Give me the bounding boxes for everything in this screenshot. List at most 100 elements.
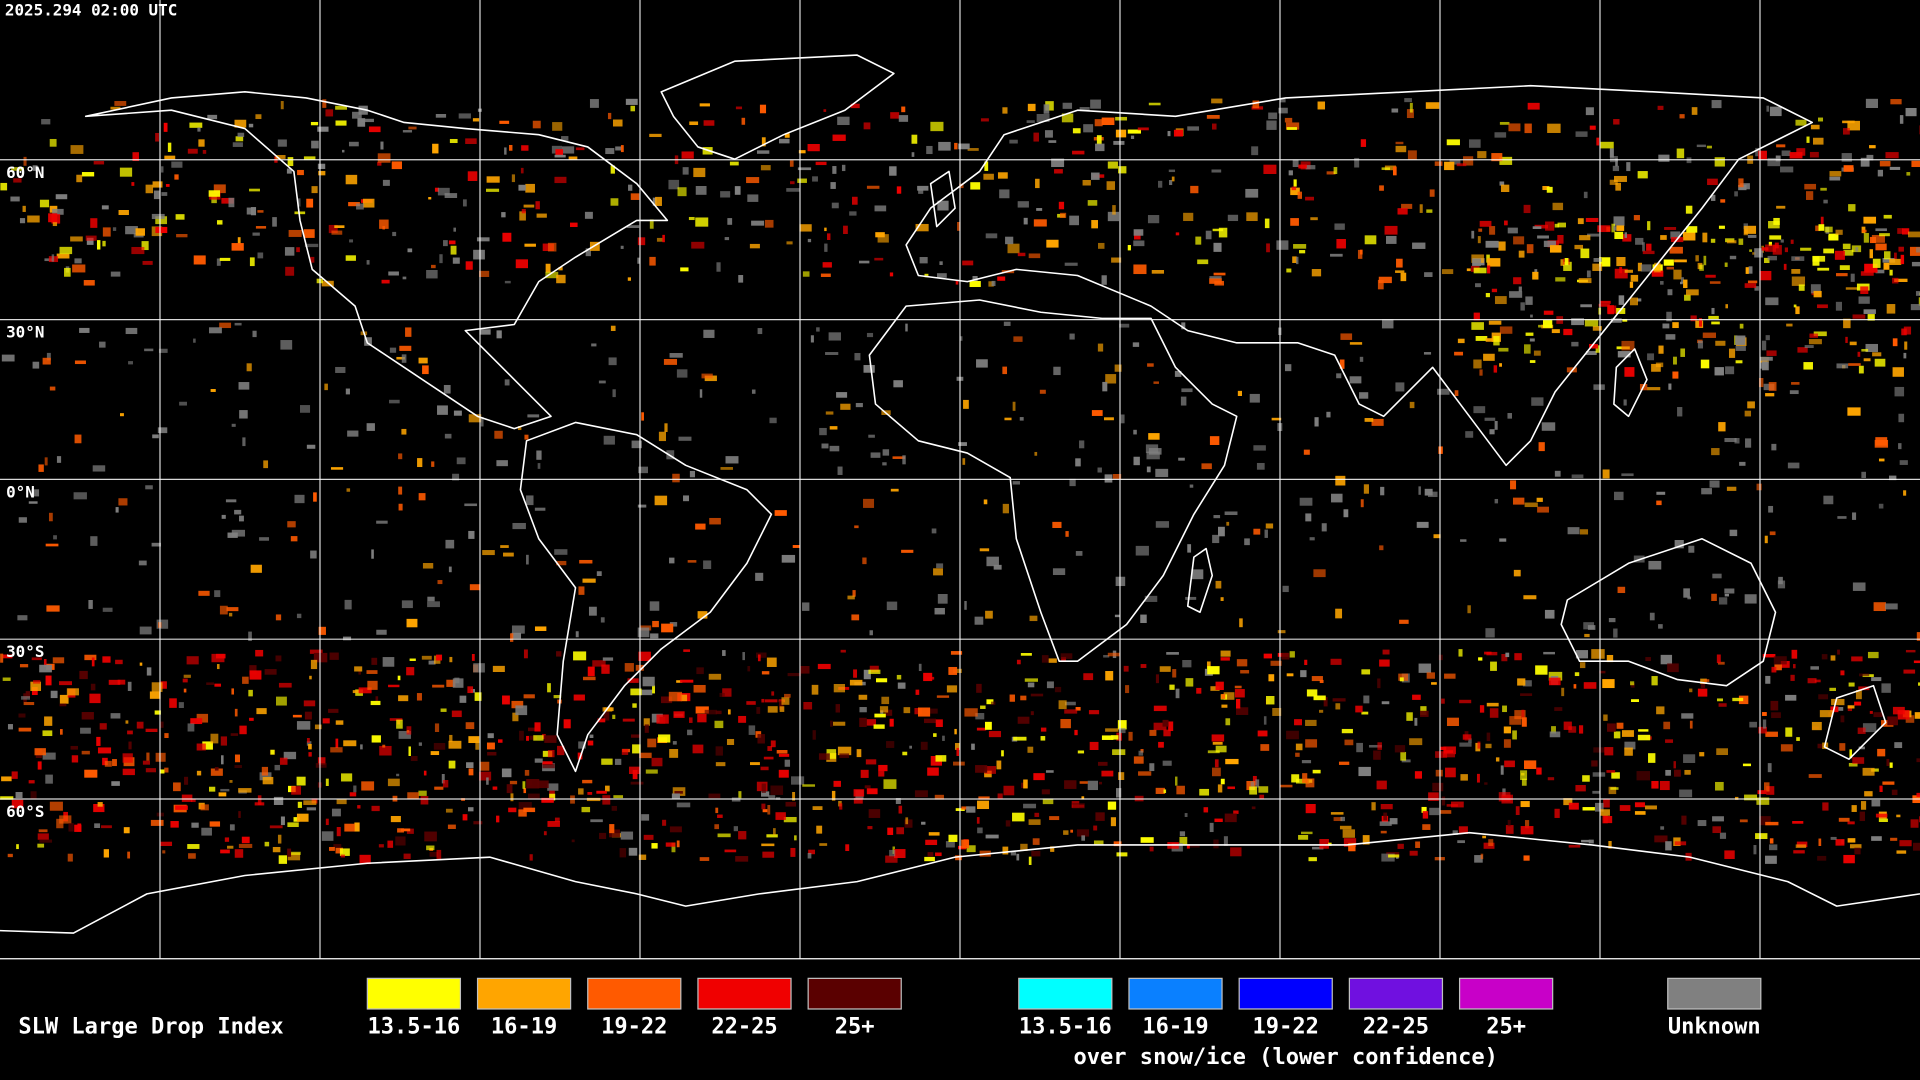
cloud-speckle (1381, 167, 1391, 170)
cloud-speckle (1820, 187, 1827, 191)
cloud-speckle (1780, 744, 1793, 752)
cloud-speckle (939, 261, 943, 265)
legend-swatch (697, 977, 792, 1010)
cloud-speckle (1197, 259, 1209, 265)
legend: 13.5-16 16-19 19-22 22-25 25+ 13.5-16 16-19 19-… (366, 977, 1762, 1070)
cloud-speckle (1155, 521, 1170, 528)
cloud-speckle (630, 781, 644, 785)
cloud-speckle (1881, 683, 1891, 693)
cloud-speckle (1507, 413, 1512, 419)
cloud-speckle (1377, 279, 1384, 290)
cloud-speckle (1796, 841, 1808, 848)
cloud-speckle (1277, 630, 1286, 634)
cloud-speckle (165, 184, 170, 187)
cloud-speckle (1425, 102, 1440, 109)
cloud-speckle (1541, 422, 1556, 431)
cloud-speckle (1146, 466, 1151, 473)
cloud-speckle (1710, 238, 1716, 243)
cloud-speckle (1137, 127, 1149, 131)
cloud-speckle (889, 166, 897, 176)
cloud-speckle (1683, 279, 1688, 288)
cloud-speckle (892, 456, 906, 459)
cloud-speckle (1683, 754, 1696, 763)
cloud-speckle (127, 681, 132, 691)
cloud-speckle (388, 271, 399, 276)
cloud-speckle (1423, 352, 1432, 355)
cloud-speckle (1872, 258, 1881, 268)
cloud-speckle (1147, 363, 1154, 367)
cloud-speckle (632, 744, 641, 754)
cloud-speckle (1591, 649, 1605, 659)
cloud-speckle (1613, 731, 1621, 739)
cloud-speckle (677, 187, 687, 197)
cloud-speckle (937, 594, 948, 604)
cloud-speckle (1660, 235, 1667, 240)
cloud-speckle (866, 185, 880, 189)
cloud-speckle (1089, 741, 1099, 750)
cloud-speckle (860, 769, 869, 778)
cloud-speckle (311, 186, 318, 194)
cloud-speckle (1742, 763, 1752, 767)
cloud-speckle (1523, 204, 1531, 214)
cloud-speckle (1543, 651, 1555, 655)
cloud-speckle (1889, 258, 1902, 265)
cloud-speckle (1027, 746, 1034, 753)
cloud-speckle (651, 757, 663, 767)
coastline (868, 299, 1238, 663)
cloud-speckle (1407, 150, 1417, 160)
cloud-speckle (1490, 661, 1497, 671)
cloud-speckle (1291, 186, 1297, 191)
cloud-speckle (1748, 266, 1753, 274)
cloud-speckle (387, 840, 394, 848)
cloud-speckle (434, 786, 444, 790)
cloud-speckle (1114, 614, 1120, 618)
cloud-speckle (927, 852, 934, 857)
cloud-speckle (59, 703, 67, 707)
cloud-speckle (1475, 283, 1481, 288)
cloud-speckle (228, 197, 235, 208)
cloud-speckle (1336, 373, 1342, 379)
cloud-speckle (72, 264, 86, 273)
cloud-speckle (532, 120, 541, 129)
cloud-speckle (151, 542, 162, 547)
cloud-speckle (760, 766, 769, 771)
cloud-speckle (80, 727, 91, 734)
cloud-speckle (1244, 538, 1250, 546)
cloud-speckle (1651, 780, 1659, 789)
cloud-speckle (1585, 217, 1599, 222)
cloud-speckle (1313, 695, 1326, 701)
cloud-speckle (761, 843, 775, 847)
cloud-speckle (1757, 790, 1767, 795)
cloud-speckle (1095, 812, 1105, 821)
cloud-speckle (792, 545, 800, 548)
cloud-speckle (590, 819, 603, 823)
cloud-speckle (1404, 98, 1412, 103)
cloud-speckle (1747, 234, 1757, 238)
cloud-speckle (1373, 750, 1381, 760)
cloud-speckle (764, 699, 778, 703)
cloud-speckle (638, 651, 651, 661)
cloud-speckle (1689, 720, 1693, 729)
cloud-speckle (896, 674, 902, 680)
cloud-speckle (925, 839, 938, 846)
cloud-speckle (1441, 796, 1446, 806)
cloud-speckle (847, 595, 855, 600)
cloud-speckle (1133, 229, 1144, 236)
cloud-speckle (1753, 845, 1757, 855)
cloud-speckle (1756, 483, 1762, 491)
cloud-speckle (1168, 169, 1176, 173)
cloud-speckle (598, 380, 606, 384)
cloud-speckle (322, 99, 327, 108)
cloud-speckle (1341, 728, 1353, 734)
cloud-speckle (578, 741, 586, 749)
cloud-speckle (304, 243, 319, 248)
cloud-speckle (1255, 779, 1260, 788)
cloud-speckle (1029, 615, 1038, 622)
cloud-speckle (1793, 850, 1805, 854)
cloud-speckle (715, 762, 726, 767)
cloud-speckle (1333, 167, 1338, 174)
cloud-speckle (889, 849, 896, 857)
cloud-speckle (1298, 834, 1309, 840)
cloud-speckle (1916, 247, 1920, 253)
cloud-speckle (620, 245, 624, 249)
